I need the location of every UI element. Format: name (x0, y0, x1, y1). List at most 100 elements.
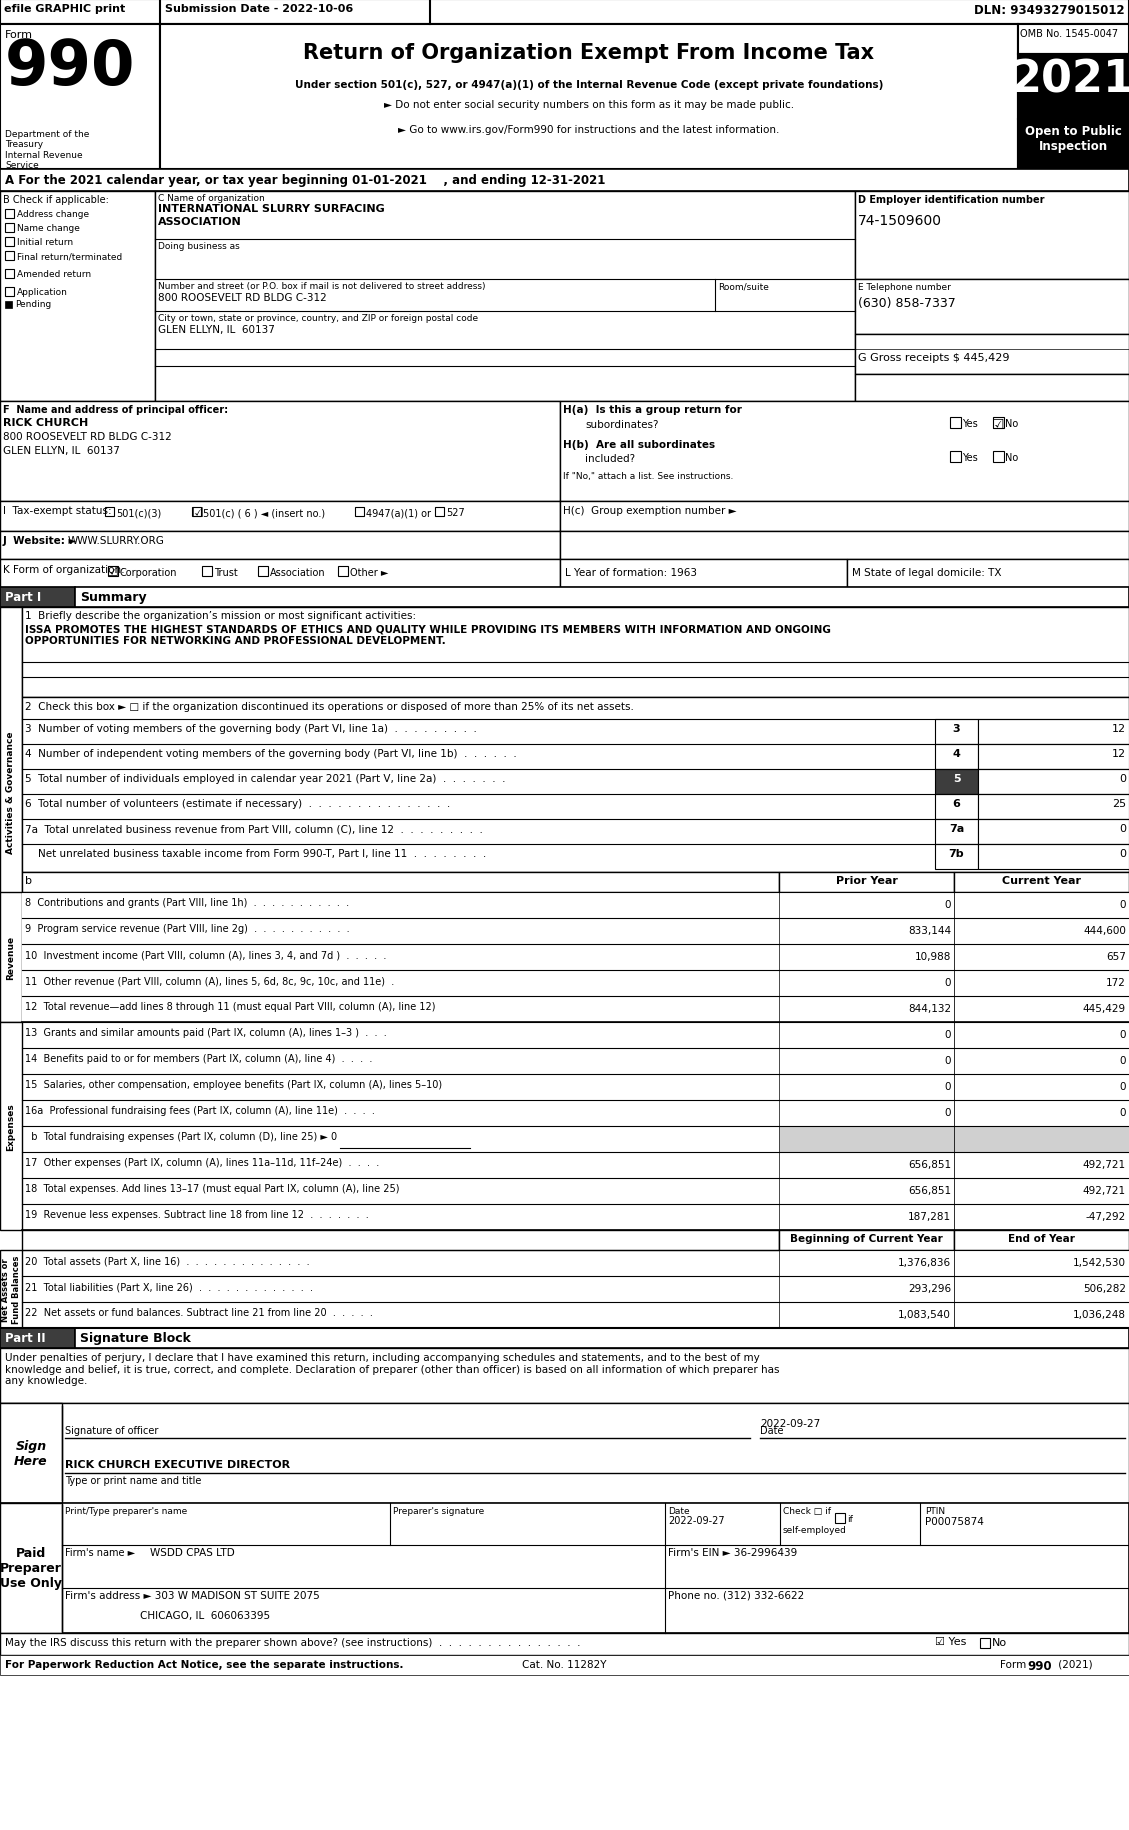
Text: 800 ROOSEVELT RD BLDG C-312: 800 ROOSEVELT RD BLDG C-312 (3, 432, 172, 441)
Text: P00075874: P00075874 (925, 1517, 983, 1526)
Text: 990: 990 (5, 38, 135, 99)
Text: 1,376,836: 1,376,836 (898, 1257, 951, 1268)
Text: (630) 858-7337: (630) 858-7337 (858, 296, 956, 309)
Text: 0: 0 (945, 977, 951, 988)
Text: A For the 2021 calendar year, or tax year beginning 01-01-2021    , and ending 1: A For the 2021 calendar year, or tax yea… (5, 174, 605, 187)
Text: 5: 5 (953, 774, 961, 783)
Text: Preparer's signature: Preparer's signature (393, 1506, 484, 1515)
Text: ☑: ☑ (192, 507, 204, 520)
Text: Firm's EIN ► 36-2996439: Firm's EIN ► 36-2996439 (668, 1546, 797, 1557)
Text: 0: 0 (1120, 1082, 1126, 1091)
Bar (978, 844, 1129, 869)
Text: DLN: 93493279015012: DLN: 93493279015012 (974, 4, 1124, 16)
Text: 657: 657 (1106, 952, 1126, 961)
Text: 1  Briefly describe the organization’s mission or most significant activities:: 1 Briefly describe the organization’s mi… (25, 611, 417, 620)
Bar (155, 192, 855, 403)
Text: b: b (25, 875, 32, 886)
Text: INTERNATIONAL SLURRY SURFACING: INTERNATIONAL SLURRY SURFACING (158, 203, 385, 214)
Text: For Paperwork Reduction Act Notice, see the separate instructions.: For Paperwork Reduction Act Notice, see … (5, 1660, 403, 1669)
Text: Sign
Here: Sign Here (15, 1438, 47, 1468)
Bar (978, 794, 1129, 820)
Text: 19  Revenue less expenses. Subtract line 18 from line 12  .  .  .  .  .  .  .: 19 Revenue less expenses. Subtract line … (25, 1210, 369, 1219)
Text: Date: Date (668, 1506, 690, 1515)
Bar (779, 1303, 954, 1329)
Bar (0, 26, 160, 170)
Bar (0, 1654, 1129, 1674)
Bar (21, 919, 779, 944)
Bar (980, 1638, 990, 1649)
Text: Print/Type preparer's name: Print/Type preparer's name (65, 1506, 187, 1515)
Text: Under penalties of perjury, I declare that I have examined this return, includin: Under penalties of perjury, I declare th… (5, 1352, 779, 1385)
Text: -47,292: -47,292 (1086, 1211, 1126, 1221)
Text: Cat. No. 11282Y: Cat. No. 11282Y (522, 1660, 606, 1669)
Text: RICK CHURCH EXECUTIVE DIRECTOR: RICK CHURCH EXECUTIVE DIRECTOR (65, 1459, 290, 1469)
Text: 18  Total expenses. Add lines 13–17 (must equal Part IX, column (A), line 25): 18 Total expenses. Add lines 13–17 (must… (25, 1184, 400, 1193)
Bar (0, 1404, 1129, 1502)
Text: No: No (1005, 419, 1018, 428)
Bar (954, 919, 1129, 944)
Bar (0, 501, 560, 533)
Bar (0, 170, 1129, 192)
Bar (435, 507, 444, 516)
Text: 4947(a)(1) or: 4947(a)(1) or (366, 507, 431, 518)
Text: 1,542,530: 1,542,530 (1073, 1257, 1126, 1268)
Text: 0: 0 (1119, 849, 1126, 858)
Bar (0, 0, 1129, 26)
Bar (954, 1127, 1129, 1153)
Text: Room/suite: Room/suite (718, 282, 769, 291)
Bar (779, 1127, 954, 1153)
Text: 0: 0 (945, 900, 951, 910)
Text: 492,721: 492,721 (1083, 1186, 1126, 1195)
Text: ☑: ☑ (992, 417, 1005, 432)
Bar (954, 873, 1129, 893)
Text: Check □ if: Check □ if (784, 1506, 831, 1515)
Text: Date: Date (760, 1426, 784, 1435)
Text: I  Tax-exempt status:: I Tax-exempt status: (3, 505, 112, 516)
Bar (954, 1179, 1129, 1204)
Bar (935, 820, 978, 844)
Bar (21, 944, 779, 970)
Text: Yes: Yes (962, 419, 978, 428)
Text: ☑: ☑ (107, 565, 119, 578)
Text: 2022-09-27: 2022-09-27 (760, 1418, 821, 1427)
Text: 656,851: 656,851 (908, 1160, 951, 1169)
Text: Type or print name and title: Type or print name and title (65, 1475, 201, 1486)
Text: 656,851: 656,851 (908, 1186, 951, 1195)
Bar (779, 997, 954, 1023)
Bar (0, 1404, 62, 1502)
Text: Prior Year: Prior Year (835, 875, 898, 886)
Bar (108, 567, 119, 576)
Bar (355, 507, 364, 516)
Text: CHICAGO, IL  606063395: CHICAGO, IL 606063395 (140, 1610, 270, 1620)
Bar (0, 1632, 1129, 1654)
Text: M State of legal domicile: TX: M State of legal domicile: TX (852, 567, 1001, 578)
Text: Doing business as: Doing business as (158, 242, 239, 251)
Bar (954, 1023, 1129, 1049)
Text: 0: 0 (945, 1030, 951, 1039)
Text: GLEN ELLYN, IL  60137: GLEN ELLYN, IL 60137 (158, 324, 274, 335)
Bar (954, 1204, 1129, 1230)
Text: 12: 12 (1112, 748, 1126, 759)
Bar (935, 719, 978, 745)
Text: WSDD CPAS LTD: WSDD CPAS LTD (150, 1546, 235, 1557)
Bar (855, 192, 1129, 280)
Text: 6: 6 (953, 798, 961, 809)
Text: Activities & Governance: Activities & Governance (7, 732, 16, 855)
Bar (0, 587, 75, 608)
Text: 14  Benefits paid to or for members (Part IX, column (A), line 4)  .  .  .  .: 14 Benefits paid to or for members (Part… (25, 1054, 373, 1063)
Text: Initial return: Initial return (17, 238, 73, 247)
Bar (779, 1100, 954, 1127)
Bar (954, 997, 1129, 1023)
Text: Address change: Address change (17, 210, 89, 220)
Text: 0: 0 (945, 1056, 951, 1065)
Bar (105, 507, 114, 516)
Text: 6  Total number of volunteers (estimate if necessary)  .  .  .  .  .  .  .  .  .: 6 Total number of volunteers (estimate i… (25, 798, 450, 809)
Text: Corporation: Corporation (120, 567, 177, 578)
Text: Revenue: Revenue (7, 935, 16, 979)
Text: If "No," attach a list. See instructions.: If "No," attach a list. See instructions… (563, 472, 734, 481)
Text: Number and street (or P.O. box if mail is not delivered to street address): Number and street (or P.O. box if mail i… (158, 282, 485, 291)
Text: Firm's name ►: Firm's name ► (65, 1546, 135, 1557)
Bar (0, 192, 155, 403)
Bar (779, 1023, 954, 1049)
Text: G Gross receipts $ 445,429: G Gross receipts $ 445,429 (858, 353, 1009, 362)
